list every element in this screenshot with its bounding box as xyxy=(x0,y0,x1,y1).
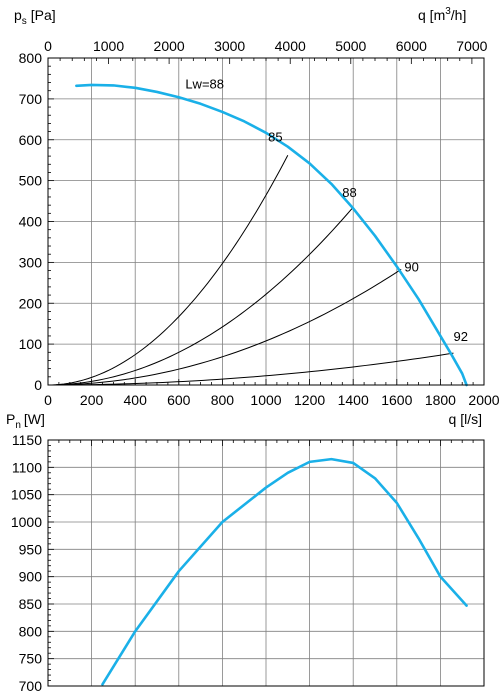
flow-ls-tick-label: 600 xyxy=(167,392,191,408)
fan-pressure-curve xyxy=(75,83,468,387)
flow-m3h-tick-label: 6000 xyxy=(396,38,427,54)
power-ticks: 700 750 800 850 900 950 1000 1050 1100 1150 xyxy=(11,432,485,694)
power-grid xyxy=(47,439,485,687)
power-plot-frame xyxy=(47,439,485,687)
flow-ls-tick-label: 1400 xyxy=(338,392,369,408)
system-curve-88 xyxy=(47,208,353,386)
pressure-y-axis-label: ps [Pa] xyxy=(14,7,56,27)
power-y-tick-label: 900 xyxy=(19,569,43,585)
flow-ls-tick-label: 1000 xyxy=(250,392,281,408)
flow-ls-tick-label: 2000 xyxy=(468,392,499,408)
pressure-y-tick-label: 300 xyxy=(19,254,43,270)
power-y-tick-label: 1050 xyxy=(11,487,42,503)
pressure-curves: Lw=88 85 88 90 92 xyxy=(47,77,468,387)
flow-m3h-tick-label: 1000 xyxy=(93,38,124,54)
power-y-tick-label: 950 xyxy=(19,541,43,557)
flow-m3h-axis-label: q [m3/h] xyxy=(418,6,466,23)
pressure-y-tick-label: 600 xyxy=(19,132,43,148)
pressure-y-tick-label: 500 xyxy=(19,173,43,189)
curve-label: 90 xyxy=(404,259,418,274)
power-y-tick-label: 850 xyxy=(19,596,43,612)
flow-ls-axis-label: q [l/s] xyxy=(449,411,482,427)
system-curve-92 xyxy=(47,352,454,386)
pressure-y-tick-label: 0 xyxy=(34,377,42,393)
flow-ls-tick-label: 400 xyxy=(124,392,148,408)
pressure-grid xyxy=(47,57,485,386)
curve-label: Lw=88 xyxy=(185,77,224,92)
flow-ls-tick-label: 1200 xyxy=(294,392,325,408)
fan-power-curve xyxy=(101,457,468,686)
power-y-tick-label: 750 xyxy=(19,651,43,667)
pressure-y-tick-label: 400 xyxy=(19,214,43,230)
flow-m3h-tick-label: 2000 xyxy=(154,38,185,54)
flow-ls-tick-label: 0 xyxy=(44,392,52,408)
pressure-y-tick-label: 100 xyxy=(19,336,43,352)
curve-label: 85 xyxy=(268,130,282,145)
flow-m3h-tick-label: 4000 xyxy=(275,38,306,54)
flow-ls-tick-label: 800 xyxy=(211,392,235,408)
flow-ls-tick-label: 200 xyxy=(80,392,104,408)
system-curve-85 xyxy=(47,155,289,386)
power-y-tick-label: 1100 xyxy=(12,459,42,475)
pressure-y-tick-label: 800 xyxy=(19,50,43,66)
flow-m3h-tick-label: 0 xyxy=(44,38,52,54)
power-y-tick-label: 1000 xyxy=(11,514,42,530)
pressure-y-tick-label: 700 xyxy=(19,91,43,107)
system-curve-90 xyxy=(47,268,402,386)
curve-label: 92 xyxy=(453,329,467,344)
power-y-axis-label: Pn [W] xyxy=(6,411,45,431)
power-y-tick-label: 800 xyxy=(19,623,43,639)
power-y-tick-label: 1150 xyxy=(12,432,42,448)
pressure-y-tick-label: 200 xyxy=(19,295,43,311)
power-curves xyxy=(101,457,468,686)
pressure-plot-frame xyxy=(47,57,485,386)
power-y-tick-label: 700 xyxy=(19,678,43,694)
flow-m3h-tick-label: 5000 xyxy=(335,38,366,54)
flow-m3h-tick-label: 7000 xyxy=(456,38,487,54)
power-chart: 700 750 800 850 900 950 1000 1050 1100 1150 Pn [W]… xyxy=(6,411,485,694)
flow-ls-tick-label: 1600 xyxy=(381,392,412,408)
flow-ls-tick-label: 1800 xyxy=(425,392,456,408)
flow-m3h-tick-label: 3000 xyxy=(214,38,245,54)
curve-label: 88 xyxy=(342,185,356,200)
